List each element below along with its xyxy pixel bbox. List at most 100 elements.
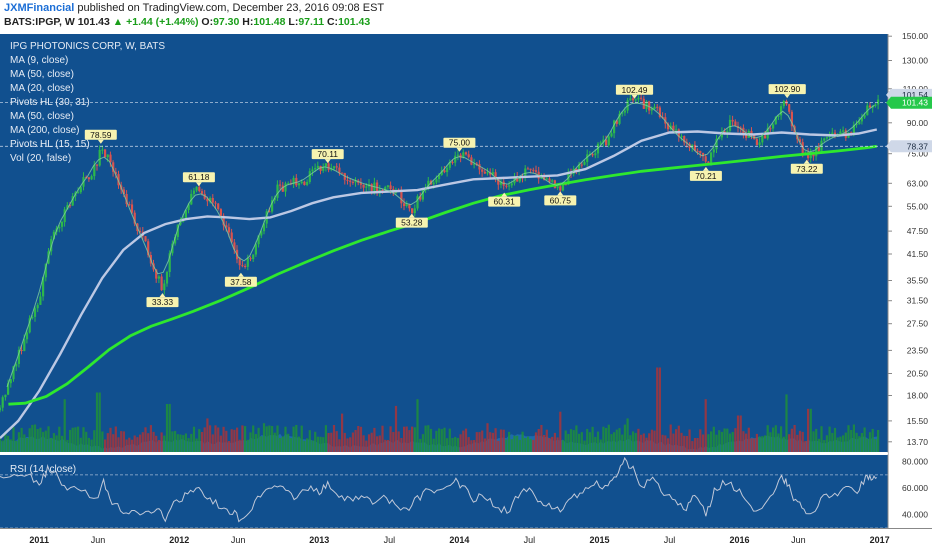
candle-body [50, 239, 53, 252]
volume-bar [241, 425, 244, 452]
legend-item[interactable]: MA (50, close) [10, 111, 74, 122]
candle-body [28, 318, 31, 333]
volume-bar [529, 438, 532, 452]
legend-item[interactable]: Pivots HL (15, 15) [10, 139, 90, 150]
candle-body [58, 226, 61, 229]
volume-bar [351, 432, 354, 452]
tag-price-box [886, 96, 932, 109]
pivot-box [443, 137, 476, 148]
time-tick-label: Jul [384, 535, 396, 545]
volume-bar [316, 436, 319, 452]
volume-bar [435, 430, 438, 452]
legend-item[interactable]: Pivots HL (30, 31) [10, 97, 90, 108]
candle-body [858, 121, 861, 124]
candle-body [262, 223, 266, 232]
time-axis[interactable]: 2011 Jun 2012 Jun 2013 Jul 2014 Jul 2015 Jul 2016 J… [29, 535, 889, 545]
pivot-label: 33.33 [146, 293, 179, 308]
candle-body [648, 101, 651, 111]
volume-bar [341, 413, 344, 452]
volume-bar [440, 429, 443, 452]
volume-bar [133, 435, 136, 452]
volume-bar [763, 435, 767, 452]
volume-bar [346, 438, 349, 452]
rsi-axis[interactable]: 80.000 60.000 40.000 [889, 455, 932, 528]
volume-bar [451, 438, 454, 452]
volume-bar [190, 433, 193, 452]
rsi-legend[interactable]: RSI (14, close) [10, 464, 76, 475]
candle-body [117, 174, 120, 186]
rsi-tick-label: 80.000 [902, 457, 928, 467]
volume-bar [155, 435, 158, 452]
volume-bar [470, 440, 473, 452]
volume-bar [15, 440, 18, 452]
legend-item[interactable]: MA (9, close) [10, 55, 68, 66]
pivot-value: 70.21 [695, 171, 717, 181]
indicator-legend: IPG PHOTONICS CORP, W, BATS MA (9, close… [10, 41, 165, 475]
volume-bar [516, 435, 519, 452]
candle-body [745, 134, 748, 138]
volume-bar [718, 430, 721, 452]
candle-body [179, 221, 182, 225]
candle-body [133, 212, 136, 224]
volume-bar [357, 426, 360, 452]
legend-item[interactable]: IPG PHOTONICS CORP, W, BATS [10, 41, 165, 52]
time-tick-label: 2015 [589, 535, 609, 545]
volume-bar [850, 430, 853, 452]
volume-bar [691, 441, 694, 452]
volume-bar [677, 425, 680, 452]
volume-bar [254, 434, 257, 452]
candle-body [15, 364, 18, 367]
volume-bar [149, 425, 152, 452]
volume-bar [227, 441, 231, 452]
candle-body [413, 208, 416, 214]
pivot-label: 70.11 [311, 149, 344, 164]
volume-bar [0, 437, 2, 452]
volume-bar [238, 439, 241, 452]
legend-item[interactable]: MA (20, close) [10, 83, 74, 94]
legend-item[interactable]: MA (200, close) [10, 125, 79, 136]
volume-bar [381, 425, 384, 452]
legend-item[interactable]: MA (50, close) [10, 69, 74, 80]
volume-bar [93, 430, 96, 452]
candle-body [244, 266, 247, 267]
volume-bar [112, 434, 115, 452]
volume-bar [7, 435, 10, 452]
volume-bar [793, 425, 796, 452]
pivot-value: 33.33 [152, 297, 174, 307]
author-link[interactable]: JXMFinancial [4, 2, 75, 14]
pivot-value: 53.28 [401, 218, 423, 228]
volume-bar [790, 428, 793, 452]
volume-bar [586, 428, 589, 452]
candle-body [176, 224, 179, 237]
candle-body [583, 162, 586, 165]
volume-bar [174, 430, 177, 452]
volume-bar [761, 436, 764, 452]
volume-bar [844, 432, 847, 452]
volume-bar [184, 433, 187, 452]
volume-bar [292, 426, 295, 452]
volume-bar [637, 428, 640, 452]
candle-body [147, 241, 150, 255]
candle-body [772, 124, 775, 129]
volume-bar [583, 440, 586, 452]
volume-bar [176, 434, 179, 452]
candle-body [755, 139, 758, 145]
volume-bar [747, 427, 750, 452]
volume-bar [23, 434, 26, 452]
volume-bar [780, 426, 783, 452]
volume-bar [36, 429, 39, 452]
volume-bar [723, 428, 726, 452]
volume-bar [104, 439, 107, 452]
pivot-pointer [803, 159, 810, 164]
legend-item[interactable]: Vol (20, false) [10, 153, 71, 164]
volume-bar [295, 425, 298, 452]
volume-bar [147, 433, 150, 452]
volume-bar [284, 426, 287, 452]
candle-body [1, 397, 4, 408]
volume-bar [809, 408, 812, 452]
volume-bar [710, 431, 713, 452]
volume-bar [416, 399, 419, 452]
pivot-pointer [324, 159, 331, 164]
volume-bar [596, 431, 600, 452]
